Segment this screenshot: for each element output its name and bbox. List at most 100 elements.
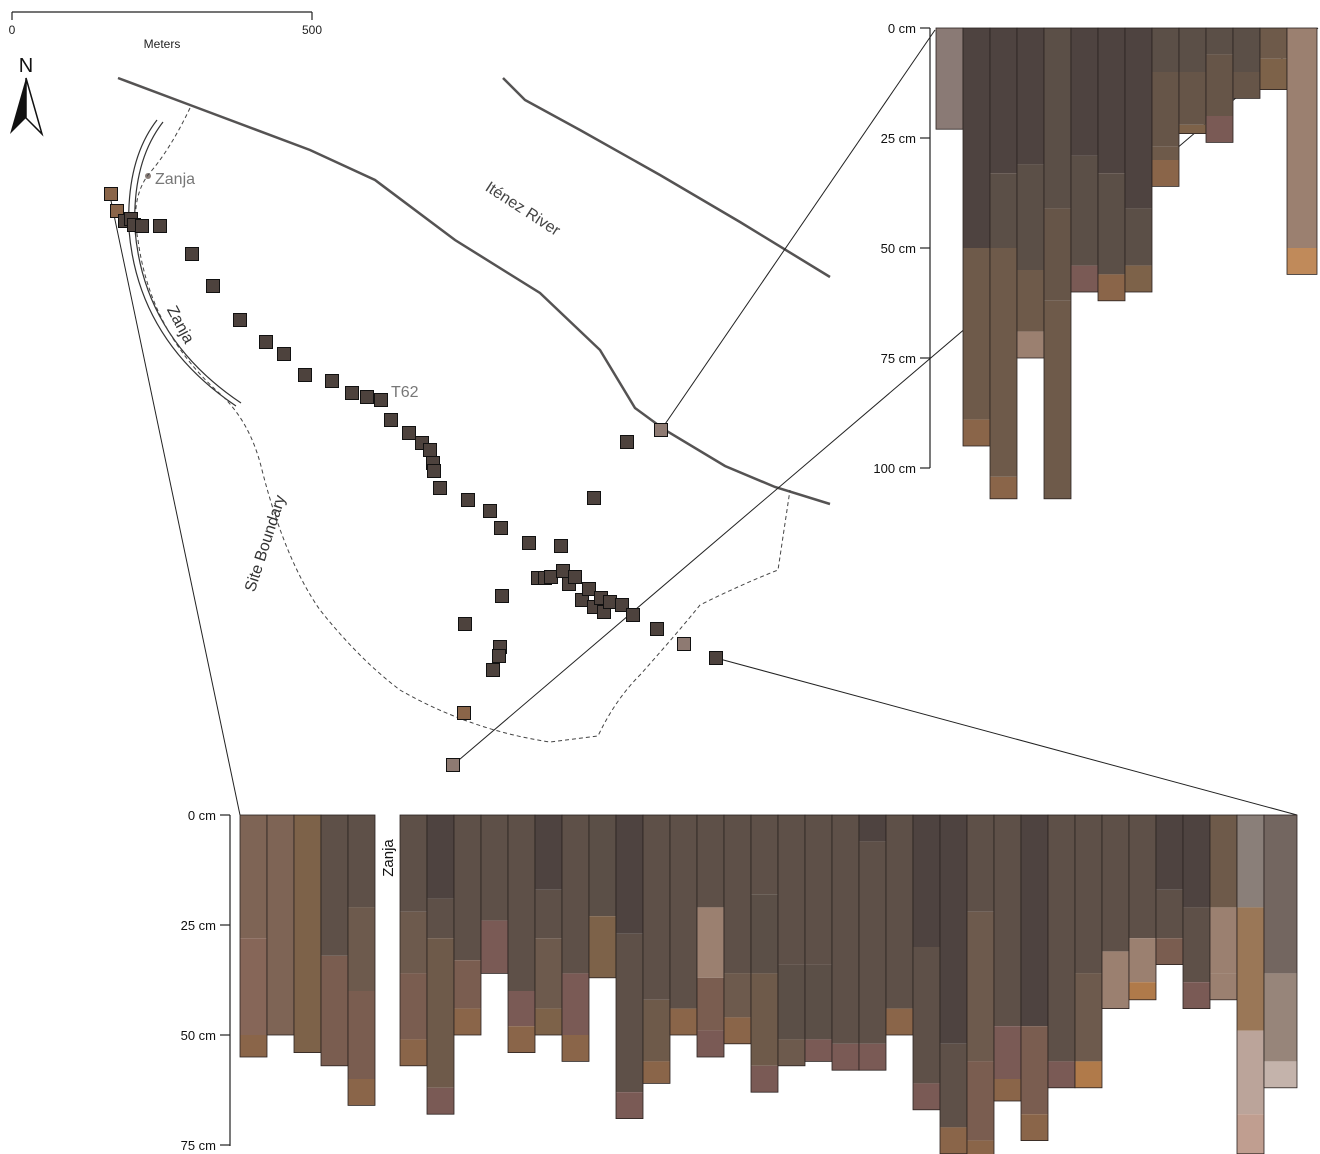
soil-layer: [427, 815, 454, 899]
test-unit-square: [423, 443, 437, 457]
soil-layer: [1237, 1030, 1264, 1115]
soil-layer: [1264, 973, 1297, 1062]
soil-layer: [1210, 815, 1237, 908]
soil-layer: [1102, 815, 1129, 952]
soil-column: [1286, 27, 1318, 275]
soil-layer: [1102, 951, 1129, 1009]
soil-layer: [535, 889, 562, 939]
soil-layer: [240, 1035, 267, 1057]
soil-layer: [751, 894, 778, 974]
soil-layer: [1183, 815, 1210, 908]
soil-layer: [724, 815, 751, 974]
soil-layer: [562, 815, 589, 974]
test-unit-square: [522, 536, 536, 550]
soil-layer: [778, 964, 805, 1040]
soil-layer: [427, 938, 454, 1088]
soil-layer: [832, 1043, 859, 1071]
soil-layer: [805, 1039, 832, 1062]
soil-layer: [1129, 938, 1156, 983]
soil-layer: [1152, 160, 1179, 187]
test-unit-square: [277, 347, 291, 361]
depth-tick-label: 75 cm: [181, 1138, 216, 1153]
bottom-profile-gap-label: Zanja: [380, 839, 397, 877]
zanja-point-label: Zanja: [155, 171, 195, 188]
soil-layer: [562, 1035, 589, 1062]
test-unit-square: [568, 570, 582, 584]
test-unit-square: [654, 423, 668, 437]
test-unit-square: [587, 491, 601, 505]
test-unit-square: [603, 595, 617, 609]
soil-layer: [1098, 173, 1125, 275]
soil-layer: [751, 973, 778, 1066]
test-unit-square: [544, 570, 558, 584]
test-unit-square: [384, 413, 398, 427]
soil-layer: [1237, 815, 1264, 908]
test-unit-square: [153, 219, 167, 233]
soil-layer: [1206, 116, 1233, 143]
soil-layer: [454, 1008, 481, 1035]
soil-layer: [1210, 907, 1237, 974]
site-boundary: [135, 107, 791, 743]
soil-layer: [1156, 938, 1183, 965]
river-banks: [117, 76, 831, 506]
test-unit-square: [135, 219, 149, 233]
soil-layer: [724, 1017, 751, 1044]
soil-layer: [1044, 300, 1071, 499]
soil-layer: [1129, 815, 1156, 939]
soil-layer: [1183, 982, 1210, 1009]
north-label: N: [19, 55, 33, 77]
soil-layer: [454, 960, 481, 1009]
soil-layer: [697, 1030, 724, 1057]
soil-layer: [697, 907, 724, 978]
soil-layer: [1125, 265, 1152, 292]
soil-layer: [859, 1043, 886, 1071]
soil-layer: [1264, 1061, 1297, 1088]
soil-layer: [1071, 155, 1098, 266]
soil-layer: [1183, 907, 1210, 983]
soil-layer: [427, 898, 454, 939]
test-unit-square: [554, 539, 568, 553]
soil-layer: [589, 815, 616, 917]
soil-layer: [535, 1008, 562, 1035]
soil-layer: [805, 815, 832, 965]
soil-layer: [1017, 164, 1044, 270]
soil-layer: [670, 815, 697, 1009]
test-unit-square: [709, 651, 723, 665]
soil-layer: [1237, 1114, 1264, 1154]
soil-layer: [1048, 1061, 1075, 1088]
soil-layer: [1287, 28, 1317, 248]
soil-layer: [1017, 28, 1044, 165]
soil-layer: [1125, 208, 1152, 266]
soil-layer: [990, 476, 1017, 499]
soil-layer: [616, 1092, 643, 1119]
soil-layer: [400, 973, 427, 1040]
soil-layer: [643, 815, 670, 1000]
soil-layer: [967, 815, 994, 912]
soil-layer: [967, 911, 994, 1062]
soil-layer: [805, 964, 832, 1040]
zanja-ditch: [128, 119, 242, 407]
river-north-bank: [502, 77, 831, 279]
soil-layer: [1021, 1114, 1048, 1141]
soil-layer: [990, 248, 1017, 477]
soil-layer: [508, 815, 535, 991]
test-unit-square: [433, 481, 447, 495]
depth-tick-label: 50 cm: [881, 241, 916, 256]
depth-tick-label: 50 cm: [181, 1028, 216, 1043]
soil-layer: [940, 1127, 967, 1154]
soil-layer: [321, 815, 348, 956]
scale-unit-label: Meters: [144, 37, 181, 51]
soil-layer: [1264, 815, 1297, 974]
test-unit-square: [615, 598, 629, 612]
soil-layer: [616, 933, 643, 1093]
soil-layer: [1260, 58, 1287, 90]
soil-layer: [1071, 28, 1098, 156]
soil-layer: [963, 28, 990, 248]
soil-layer: [990, 28, 1017, 174]
soil-layer: [267, 815, 294, 1035]
soil-layer: [1152, 72, 1179, 147]
test-unit-square: [402, 426, 416, 440]
soil-layer: [240, 815, 267, 939]
soil-layer: [400, 1039, 427, 1066]
soil-layer: [643, 999, 670, 1062]
